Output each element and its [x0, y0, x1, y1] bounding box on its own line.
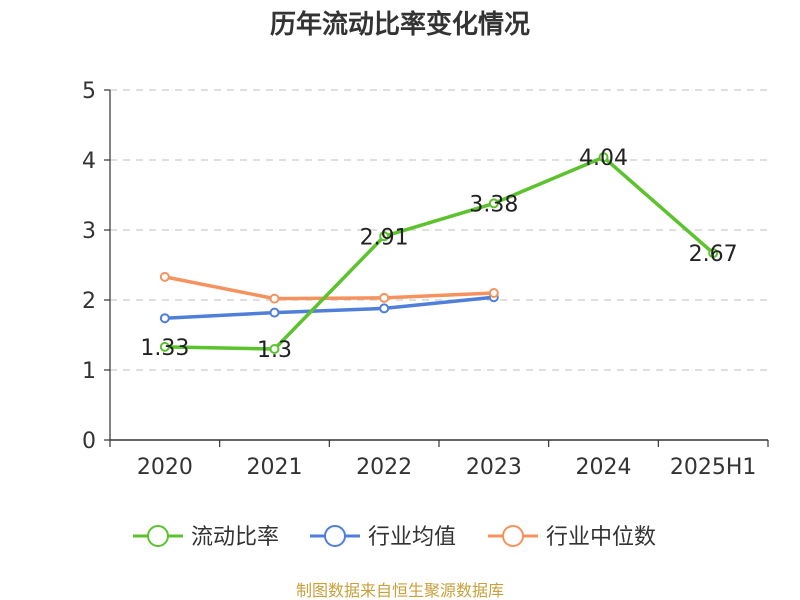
source-note: 制图数据来自恒生聚源数据库	[296, 581, 504, 600]
y-tick-label-2: 2	[82, 289, 96, 314]
series-1-point-0[interactable]	[159, 313, 170, 324]
series-1-point-2[interactable]	[379, 303, 390, 314]
series-1-point-1[interactable]	[269, 307, 280, 318]
x-tick-label-2022: 2022	[356, 455, 412, 480]
series-0-point-5[interactable]	[708, 248, 719, 259]
legend-label-2: 行业中位数	[546, 525, 656, 550]
x-tick-label-2020: 2020	[137, 455, 193, 480]
y-tick-label-3: 3	[82, 219, 96, 244]
data-label-2020: 1.33	[140, 336, 189, 361]
data-label-2024: 4.04	[579, 146, 628, 171]
series-line-1	[163, 295, 496, 320]
y-tick-label-4: 4	[82, 149, 96, 174]
series-2-point-1[interactable]	[269, 293, 280, 304]
data-label-2021: 1.3	[257, 338, 292, 363]
legend-item-2[interactable]: 行业中位数	[488, 525, 656, 550]
legend-marker-2	[502, 525, 524, 547]
x-tick-label-2024: 2024	[576, 455, 632, 480]
chart-title: 历年流动比率变化情况	[270, 9, 530, 40]
x-tick-label-2021: 2021	[247, 455, 303, 480]
x-tick-label-2023: 2023	[466, 455, 522, 480]
series-2-point-2[interactable]	[379, 292, 390, 303]
legend-marker-1	[324, 525, 346, 547]
legend-label-0: 流动比率	[191, 525, 279, 550]
series-line-0	[163, 155, 715, 351]
series-0-point-0[interactable]	[159, 341, 170, 352]
series-0-point-1[interactable]	[269, 344, 280, 354]
axis-layer: 0 1 2 3 4 5 2020 2021 2022 2023 2024 2025H1	[82, 79, 769, 480]
data-label-2023: 3.38	[469, 192, 518, 217]
y-tick-label-0: 0	[82, 429, 96, 454]
series-2-point-3[interactable]	[488, 288, 499, 298]
x-tick-label-2025H1: 2025H1	[670, 455, 757, 480]
data-label-layer: 1.33 1.3 2.91 3.38 4.04 2.67	[140, 146, 737, 363]
legend-item-1[interactable]: 行业均值	[310, 525, 456, 550]
series-0-point-2[interactable]	[379, 231, 390, 242]
series-0-point-3[interactable]	[488, 198, 499, 209]
series-line-2	[163, 275, 496, 301]
legend-item-0[interactable]: 流动比率	[133, 525, 279, 550]
legend-label-1: 行业均值	[368, 525, 456, 550]
series-0-point-4[interactable]	[598, 152, 609, 163]
series-2-point-0[interactable]	[159, 271, 170, 282]
y-tick-label-5: 5	[82, 79, 96, 104]
series-layer	[159, 152, 719, 354]
data-label-2022: 2.91	[360, 225, 409, 250]
data-label-2025H1: 2.67	[689, 242, 738, 267]
legend[interactable]: 流动比率 行业均值 行业中位数	[133, 525, 656, 550]
legend-marker-0	[147, 525, 169, 547]
y-tick-label-1: 1	[82, 359, 96, 384]
grid-layer	[110, 89, 768, 371]
